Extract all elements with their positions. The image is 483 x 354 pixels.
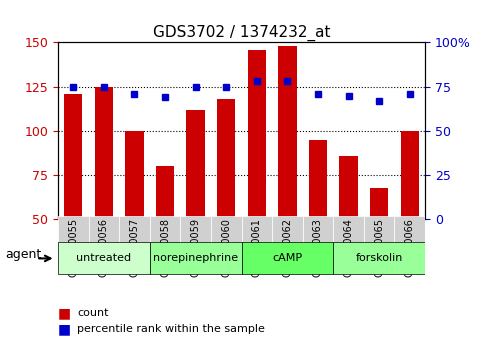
FancyBboxPatch shape (58, 216, 88, 262)
Text: GSM310059: GSM310059 (191, 218, 200, 277)
Text: GSM310064: GSM310064 (343, 218, 354, 277)
Text: agent: agent (5, 249, 41, 261)
Text: untreated: untreated (76, 253, 131, 263)
FancyBboxPatch shape (242, 242, 333, 274)
Bar (248, 50, 266, 219)
FancyBboxPatch shape (272, 216, 303, 262)
Text: ■: ■ (58, 322, 71, 336)
Text: GSM310063: GSM310063 (313, 218, 323, 277)
Text: GSM310055: GSM310055 (68, 218, 78, 278)
Text: GSM310060: GSM310060 (221, 218, 231, 277)
Text: GSM310066: GSM310066 (405, 218, 415, 277)
FancyBboxPatch shape (242, 216, 272, 262)
Bar (400, 131, 419, 219)
Title: GDS3702 / 1374232_at: GDS3702 / 1374232_at (153, 25, 330, 41)
Text: ■: ■ (58, 306, 71, 320)
Text: norepinephrine: norepinephrine (153, 253, 238, 263)
FancyBboxPatch shape (395, 216, 425, 262)
FancyBboxPatch shape (303, 216, 333, 262)
FancyBboxPatch shape (180, 216, 211, 262)
Text: forskolin: forskolin (355, 253, 403, 263)
Bar (340, 156, 358, 219)
Text: cAMP: cAMP (272, 253, 302, 263)
Text: GSM310065: GSM310065 (374, 218, 384, 277)
Bar (64, 94, 83, 219)
Bar (125, 131, 143, 219)
FancyBboxPatch shape (211, 216, 242, 262)
Text: GSM310062: GSM310062 (283, 218, 292, 277)
FancyBboxPatch shape (119, 216, 150, 262)
Bar (95, 87, 113, 219)
Text: GSM310058: GSM310058 (160, 218, 170, 277)
Bar (278, 46, 297, 219)
Bar (370, 188, 388, 219)
Bar (309, 140, 327, 219)
Bar (186, 110, 205, 219)
Bar (156, 166, 174, 219)
FancyBboxPatch shape (364, 216, 395, 262)
FancyBboxPatch shape (333, 242, 425, 274)
FancyBboxPatch shape (333, 216, 364, 262)
FancyBboxPatch shape (88, 216, 119, 262)
Text: GSM310056: GSM310056 (99, 218, 109, 277)
FancyBboxPatch shape (150, 216, 180, 262)
Bar (217, 99, 235, 219)
Text: GSM310061: GSM310061 (252, 218, 262, 277)
FancyBboxPatch shape (150, 242, 242, 274)
FancyBboxPatch shape (58, 242, 150, 274)
Text: GSM310057: GSM310057 (129, 218, 140, 278)
Text: count: count (77, 308, 109, 318)
Text: percentile rank within the sample: percentile rank within the sample (77, 324, 265, 334)
